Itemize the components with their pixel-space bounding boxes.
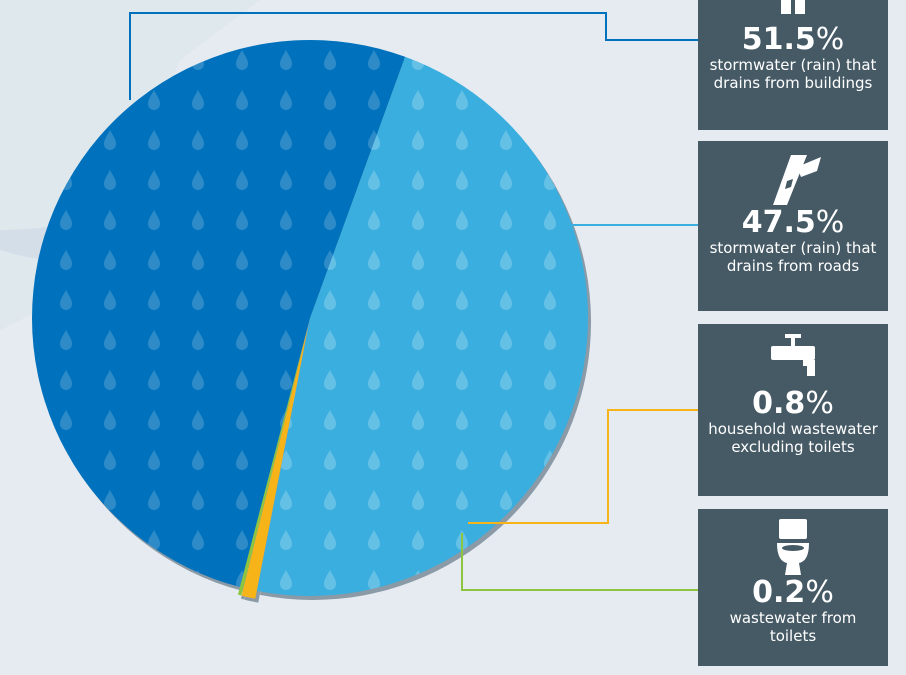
slice-value-household: 0.8% (752, 386, 834, 421)
slice-value-roads: 47.5% (741, 205, 845, 240)
slice-buildings-raindrops (31, 39, 406, 588)
slice-label-toilets: wastewater from toilets (729, 609, 857, 645)
slice-label-roads: stormwater (rain) that drains from roads (709, 239, 877, 275)
slice-value-buildings: 51.5% (741, 22, 845, 57)
road-icon (773, 155, 821, 205)
faucet-icon (771, 334, 815, 376)
legend-card-toilets: 0.2% wastewater from toilets (698, 509, 888, 666)
legend-card-roads: 47.5% stormwater (rain) that drains from… (698, 141, 888, 311)
leader-line-household (468, 409, 700, 524)
building-icon (781, 0, 805, 14)
legend-card-household: 0.8% household wastewater excluding toil… (698, 324, 888, 496)
slice-label-household: household wastewater excluding toilets (708, 420, 878, 456)
leader-line-toilets (461, 533, 700, 591)
legend-card-buildings: 51.5% stormwater (rain) that drains from… (698, 0, 888, 130)
toilet-icon (777, 519, 809, 575)
slice-value-toilets: 0.2% (752, 575, 834, 610)
slice-label-buildings: stormwater (rain) that drains from build… (709, 56, 877, 92)
slice-household (241, 325, 309, 599)
slice-toilets (237, 325, 309, 596)
leader-line-buildings (129, 12, 700, 100)
slice-roads-raindrops (256, 56, 588, 596)
